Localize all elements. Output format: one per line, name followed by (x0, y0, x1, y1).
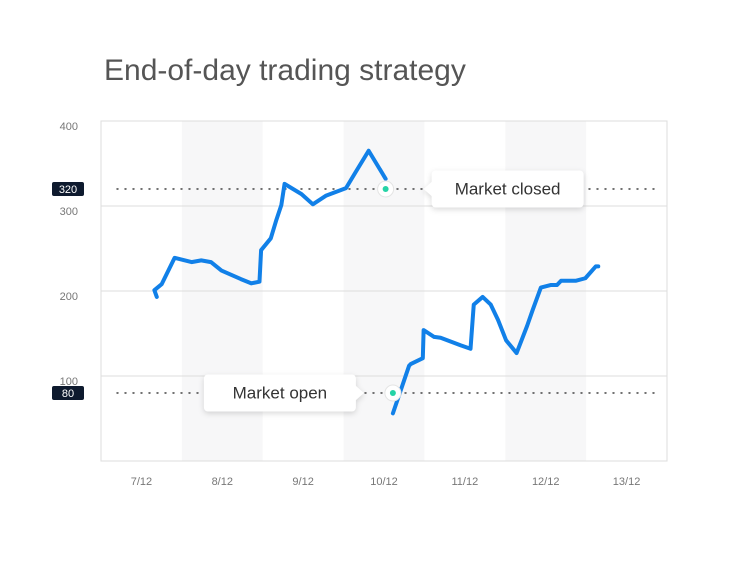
annotation-box (431, 170, 584, 208)
annotation-text: Market open (233, 383, 328, 402)
annotation-pointer (354, 385, 364, 401)
reference-label: 80 (62, 388, 74, 400)
y-tick-label: 100 (60, 376, 78, 388)
reference-badge (52, 386, 84, 400)
x-tick-label: 13/12 (613, 476, 641, 488)
price-line (152, 148, 388, 299)
y-tick-label: 400 (60, 121, 78, 133)
price-line (390, 264, 601, 416)
annotation-dot (389, 390, 396, 396)
x-tick-label: 8/12 (212, 476, 233, 488)
y-tick-label: 200 (60, 291, 78, 303)
annotation (423, 170, 584, 208)
annotation-box (203, 374, 356, 412)
reference-label: 320 (59, 184, 77, 196)
annotation-pointer (423, 181, 433, 197)
y-tick-label: 300 (60, 206, 78, 218)
reference-badge (52, 182, 84, 196)
x-tick-label: 12/12 (532, 476, 560, 488)
x-tick-label: 10/12 (370, 476, 398, 488)
annotation-dot (382, 186, 389, 192)
x-tick-label: 9/12 (292, 476, 313, 488)
annotation-text: Market closed (455, 179, 561, 198)
chart-title: End-of-day trading strategy (104, 54, 466, 87)
x-tick-label: 7/12 (131, 476, 152, 488)
x-tick-label: 11/12 (451, 476, 478, 488)
annotation (203, 374, 364, 412)
